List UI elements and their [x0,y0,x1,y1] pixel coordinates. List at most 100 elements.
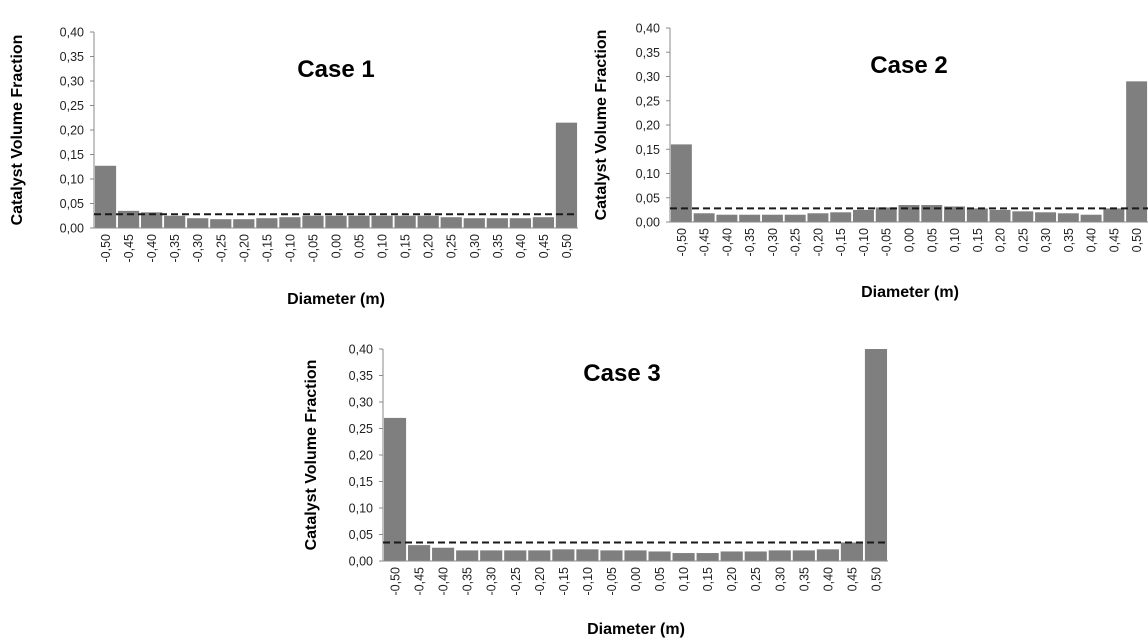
x-tick-label: -0,15 [260,234,274,263]
y-tick-label: 0,05 [60,197,84,211]
x-tick-label: 0,15 [399,234,413,258]
bar [670,144,692,222]
bar [830,212,852,222]
y-tick-label: 0,10 [60,173,84,187]
x-tick-label: 0,20 [422,234,436,258]
bar [784,214,806,222]
bar [504,550,527,561]
chart-title: Case 1 [297,56,374,83]
x-tick-label: 0,35 [491,234,505,258]
bar [739,214,761,222]
y-tick-label: 0,40 [349,343,373,357]
x-tick-label: -0,05 [880,228,894,257]
bar [1012,211,1034,222]
x-tick-label: 0,25 [749,567,763,591]
bar [456,550,479,561]
bar [768,550,791,561]
x-tick-label: 0,10 [677,567,691,591]
bar [944,206,965,222]
y-tick-label: 0,15 [60,148,84,162]
x-tick-label: -0,45 [413,567,427,596]
bar [528,550,551,561]
x-tick-label: 0,15 [701,567,715,591]
y-tick-label: 0,20 [60,124,84,138]
x-tick-label: -0,40 [437,567,451,596]
x-tick-label: 0,20 [725,567,739,591]
bar [744,551,767,561]
y-axis-label: Catalyst Volume Fraction [9,35,26,226]
y-tick-label: 0,20 [349,449,373,463]
x-tick-label: -0,45 [698,228,712,257]
x-tick-label: -0,10 [857,228,871,257]
bar [256,218,278,228]
x-tick-label: 0,30 [468,234,482,258]
bar [371,215,393,228]
y-tick-label: 0,35 [349,369,373,383]
bar [693,213,715,222]
x-tick-label: 0,30 [1039,228,1053,252]
y-tick-label: 0,05 [349,528,373,542]
x-tick-label: 0,00 [629,567,643,591]
bar [432,547,455,561]
bar [624,550,647,561]
x-tick-label: -0,30 [191,234,205,263]
bar [966,208,988,222]
bar [989,209,1011,223]
y-tick-label: 0,00 [60,222,84,236]
bar [552,549,575,561]
y-tick-label: 0,35 [60,50,84,64]
x-tick-label: 0,25 [1016,228,1030,252]
x-tick-label: -0,40 [720,228,734,257]
x-tick-label: 0,00 [330,234,344,258]
bar [210,219,232,228]
bar [1080,214,1102,222]
x-tick-label: 0,35 [797,567,811,591]
bar [408,545,431,561]
x-tick-label: -0,30 [485,567,499,596]
bar [394,215,416,228]
bar [840,542,863,561]
y-tick-label: 0,40 [636,22,660,36]
bar [875,207,897,222]
bar [480,550,503,561]
x-tick-label: -0,15 [834,228,848,257]
x-tick-label: -0,20 [811,228,825,257]
bar [716,214,738,222]
y-axis-label: Catalyst Volume Fraction [593,30,610,221]
x-tick-label: -0,10 [581,567,595,596]
bar [383,417,407,561]
bar [576,549,599,561]
bar [720,551,743,561]
y-tick-label: 0,15 [349,475,373,489]
x-tick-label: -0,35 [461,567,475,596]
x-tick-label: 0,40 [1085,228,1099,252]
bar [325,215,347,228]
chart-panel-case-1: Case 1 Diameter (m) Catalyst Volume Frac… [9,26,578,308]
bar [853,209,874,223]
chart-panel-case-3: Case 3 Diameter (m) Catalyst Volume Frac… [303,343,888,638]
bar [648,551,671,561]
bar [348,215,370,228]
bar [555,122,578,228]
x-axis-label: Diameter (m) [287,291,385,308]
bar [672,553,695,561]
bar [1126,81,1148,222]
y-tick-label: 0,15 [636,143,660,157]
y-tick-label: 0,00 [636,216,660,230]
x-tick-label: -0,50 [99,234,113,263]
bar [187,218,209,228]
x-tick-label: 0,50 [869,567,883,591]
bar [302,215,324,228]
bar [94,165,117,228]
bar [600,550,623,561]
y-tick-label: 0,10 [349,502,373,516]
bar [1057,213,1079,222]
x-tick-label: 0,30 [773,567,787,591]
x-tick-label: 0,20 [994,228,1008,252]
x-tick-label: -0,20 [533,567,547,596]
x-tick-label: 0,45 [537,234,551,258]
y-tick-label: 0,30 [60,75,84,89]
x-tick-label: 0,25 [445,234,459,258]
bar [532,217,555,228]
